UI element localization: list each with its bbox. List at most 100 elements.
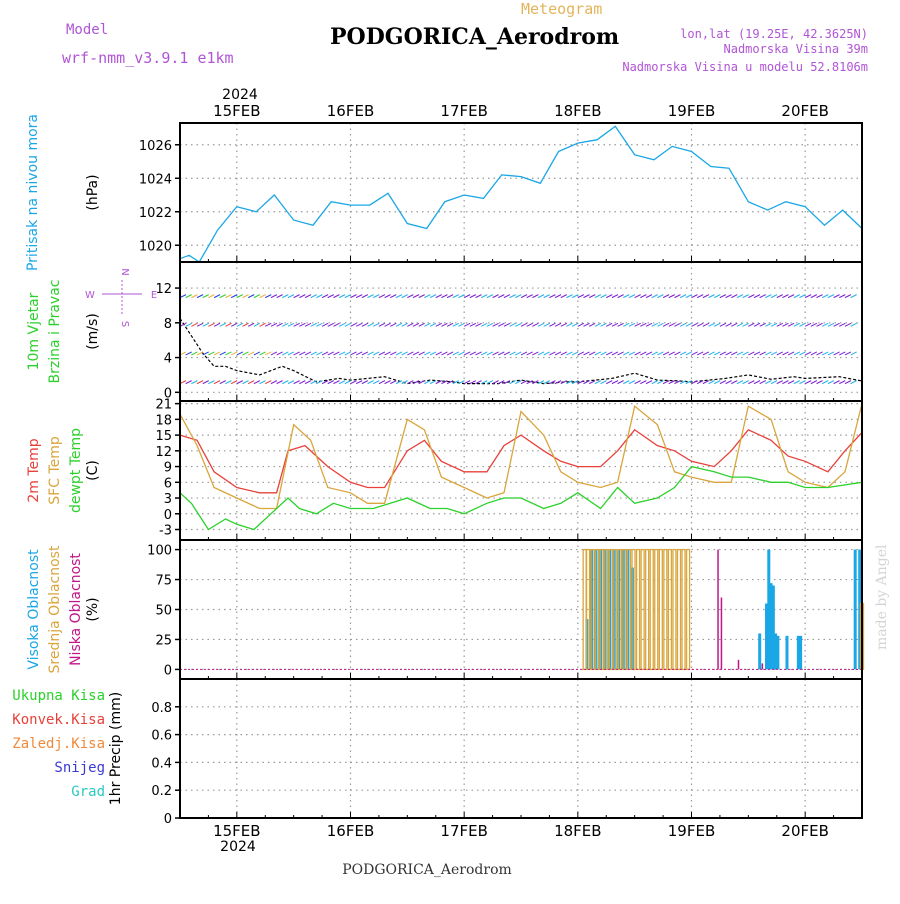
wind-barb	[424, 322, 431, 327]
wind-barb	[458, 294, 465, 299]
day-label-bottom: 15FEB	[213, 822, 260, 840]
bar-cloud-1	[640, 548, 645, 671]
wind-barb	[588, 351, 596, 356]
day-label-top: 19FEB	[668, 102, 715, 120]
wind-barb	[657, 294, 664, 299]
legend-label: Ukupna Kisa	[12, 688, 105, 704]
wind-barb	[623, 294, 630, 299]
wind-barb	[480, 294, 488, 299]
bar-cloud-1	[681, 548, 686, 671]
wind-barb	[787, 322, 795, 327]
wind-barb	[748, 294, 755, 299]
wind-barb	[827, 322, 835, 327]
wind-barb	[299, 322, 306, 327]
wind-barb	[679, 380, 687, 385]
wind-barb	[662, 322, 670, 327]
year-label-top: 2024	[222, 87, 258, 103]
wind-barb	[429, 380, 437, 385]
wind-barb	[429, 351, 437, 356]
wind-barb	[390, 351, 397, 356]
wind-barb	[230, 322, 238, 327]
wind-barb	[361, 322, 369, 327]
wind-barb	[242, 380, 249, 385]
y-tick-label: 0.2	[151, 784, 172, 799]
wind-barb	[537, 322, 545, 327]
wind-barb	[230, 380, 238, 385]
wind-barb	[378, 294, 386, 299]
wind-barb	[679, 322, 687, 327]
wind-barb	[236, 294, 244, 299]
wind-barb	[344, 322, 352, 327]
wind-barb	[782, 294, 789, 299]
wind-barb	[276, 294, 283, 299]
wind-barb	[333, 351, 340, 356]
wind-barb	[821, 351, 829, 356]
bar-cloud-1	[672, 548, 677, 671]
wind-barb	[316, 351, 323, 356]
wind-barb	[378, 322, 386, 327]
wind-barb	[480, 351, 488, 356]
bar-cloud-0	[785, 635, 789, 670]
wind-barb	[594, 380, 602, 385]
wind-barb	[583, 294, 590, 299]
wind-barb	[691, 380, 698, 385]
wind-barb	[560, 380, 568, 385]
wind-barb	[247, 380, 255, 385]
bar-cloud-0	[774, 633, 778, 670]
wind-barb	[571, 294, 579, 299]
y-tick-label: 25	[155, 633, 172, 648]
wind-barb	[321, 322, 329, 327]
wind-barb	[804, 380, 812, 385]
wind-barb	[765, 294, 772, 299]
wind-barb	[463, 294, 471, 299]
wind-barb	[628, 294, 636, 299]
wind-barb	[475, 380, 482, 385]
wind-barb	[196, 322, 204, 327]
wind-barb	[242, 294, 249, 299]
wind-barb	[623, 322, 630, 327]
compass-n: N	[119, 268, 130, 275]
bar-cloud-1	[685, 548, 691, 671]
wind-barb	[373, 294, 380, 299]
model-name: wrf-nmm_v3.9.1 e1km	[62, 49, 234, 67]
bar-cloud-2	[737, 659, 740, 670]
wind-barb	[810, 322, 818, 327]
wind-barb	[577, 294, 585, 299]
wind-barb	[685, 351, 693, 356]
wind-barb	[384, 294, 391, 299]
bar-cloud-0	[758, 633, 762, 670]
wind-barb	[384, 351, 391, 356]
wind-barb	[708, 294, 715, 299]
wind-barb	[492, 351, 499, 356]
y-tick-label: 1024	[139, 172, 172, 187]
bar-cloud-1	[613, 548, 618, 671]
wind-barb	[310, 380, 317, 385]
y-tick-label: 21	[155, 398, 172, 413]
series-line-wind-0	[179, 318, 863, 385]
y-tick-label: 6	[164, 476, 172, 491]
bar-cloud-1	[582, 548, 587, 671]
wind-barb	[367, 380, 374, 385]
wind-barb	[532, 380, 539, 385]
panel-unit-label: (%)	[85, 597, 101, 621]
bar-cloud-1	[649, 548, 654, 671]
wind-barb	[577, 380, 585, 385]
wind-barb	[299, 294, 306, 299]
panel-unit-label: (hPa)	[85, 174, 101, 210]
wind-barb	[662, 294, 670, 299]
wind-barb	[452, 351, 460, 356]
wind-barb	[549, 351, 556, 356]
panel-side-label: Niska Oblacnost	[68, 553, 84, 666]
wind-barb	[537, 294, 545, 299]
wind-barb	[503, 294, 511, 299]
wind-barb	[344, 294, 352, 299]
wind-barb	[390, 294, 397, 299]
wind-barb	[668, 380, 675, 385]
wind-barb	[287, 294, 295, 299]
wind-barb	[594, 322, 602, 327]
wind-barb	[441, 380, 448, 385]
wind-barb	[520, 322, 528, 327]
wind-barb	[560, 294, 568, 299]
wind-barb	[674, 351, 681, 356]
wind-barb	[736, 351, 744, 356]
